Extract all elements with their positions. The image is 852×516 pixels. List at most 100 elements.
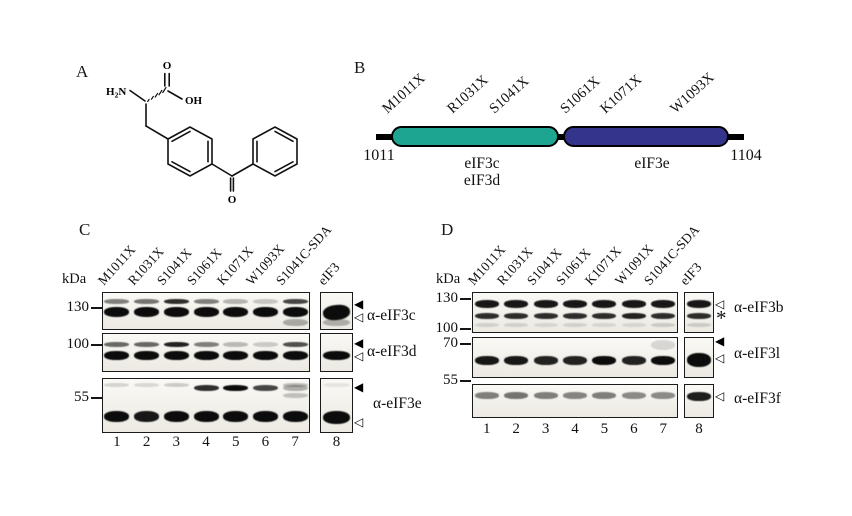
protein-band	[592, 356, 617, 365]
open-arrowhead-icon: ◁	[715, 389, 725, 403]
lane-number: 2	[512, 421, 520, 437]
protein-band	[193, 299, 219, 304]
protein-band	[474, 392, 499, 399]
protein-band	[563, 300, 587, 308]
protein-band	[687, 323, 711, 327]
protein-band	[223, 385, 249, 391]
protein-band	[282, 342, 308, 347]
protein-band	[193, 351, 219, 360]
asterisk-marker: *	[716, 306, 727, 330]
mutation-label: W1093X	[667, 69, 718, 117]
protein-band	[252, 342, 278, 347]
mutation-label: S1061X	[557, 73, 604, 117]
lane-number: 7	[659, 421, 668, 437]
protein-band	[651, 323, 676, 327]
protein-band	[252, 307, 278, 317]
protein-band	[104, 307, 130, 317]
filled-arrowhead-icon: ◀	[354, 336, 364, 350]
blot-strip-main	[472, 292, 678, 333]
protein-band	[563, 313, 587, 319]
kda-marker-tick	[91, 306, 102, 310]
protein-band	[193, 411, 219, 422]
open-arrowhead-icon: ◁	[354, 349, 364, 363]
lane-number: 8	[332, 434, 341, 450]
protein-band	[134, 383, 160, 387]
protein-band	[104, 411, 130, 422]
amine-group-label: H2N	[106, 86, 126, 100]
protein-band	[134, 299, 160, 304]
mutation-label: S1041X	[486, 73, 533, 117]
protein-band	[282, 411, 308, 422]
protein-band	[533, 356, 558, 365]
hydroxyl-label: OH	[185, 95, 203, 107]
antibody-label: α-eIF3e	[373, 395, 422, 412]
kda-marker-tick	[460, 342, 471, 346]
kda-marker-label: 55	[443, 372, 458, 388]
protein-band	[223, 342, 249, 347]
protein-backbone-line	[376, 134, 744, 140]
protein-band	[621, 323, 646, 327]
blot-strip-lane8	[684, 292, 714, 333]
protein-band	[533, 300, 558, 308]
protein-band	[282, 351, 308, 360]
protein-band	[621, 313, 646, 319]
bpa-chemical-structure: H2N O OH O	[106, 60, 298, 206]
lane-label: eIF3	[676, 259, 705, 288]
protein-band	[252, 351, 278, 360]
protein-band	[193, 342, 219, 347]
protein-band	[533, 392, 558, 399]
protein-band	[104, 383, 130, 387]
protein-band	[592, 300, 617, 308]
protein-band	[504, 356, 529, 365]
protein-band	[193, 307, 219, 317]
protein-band	[282, 383, 308, 387]
open-arrowhead-icon: ◁	[354, 415, 364, 429]
protein-band	[651, 392, 676, 399]
ketone-oxygen-label: O	[228, 194, 237, 206]
protein-band	[533, 313, 558, 319]
kda-marker-tick	[91, 396, 102, 400]
protein-band	[651, 313, 676, 319]
protein-band	[651, 300, 676, 308]
protein-band	[104, 299, 130, 304]
protein-band	[104, 351, 130, 360]
protein-band	[223, 299, 249, 304]
antibody-label: α-eIF3l	[734, 345, 781, 362]
panel-b-label: B	[354, 58, 366, 77]
kda-marker-label: 130	[66, 299, 90, 315]
protein-band	[223, 351, 249, 360]
lane-number: 1	[113, 434, 121, 450]
lane-number: 4	[202, 434, 210, 450]
panel-c-label: C	[79, 220, 91, 239]
panel-d-label: D	[441, 220, 454, 239]
lane-number: 8	[695, 421, 703, 437]
lane-number: 6	[630, 421, 638, 437]
kda-marker-label: 55	[74, 389, 89, 405]
protein-band	[223, 307, 249, 317]
antibody-label: α-eIF3f	[734, 390, 781, 407]
protein-band	[687, 300, 711, 308]
mutation-label: R1031X	[444, 72, 492, 117]
domain2-label: eIF3e	[634, 155, 670, 172]
protein-band	[474, 300, 499, 308]
protein-band	[163, 351, 189, 360]
protein-band	[163, 307, 189, 317]
lane-number: 5	[600, 421, 609, 437]
kda-marker-label: 130	[435, 290, 459, 306]
mutation-label: M1011X	[379, 70, 429, 117]
protein-band	[687, 353, 711, 367]
protein-band	[282, 393, 308, 398]
protein-band	[621, 300, 646, 308]
kda-marker-tick	[460, 327, 471, 331]
blot-strip-main	[472, 384, 678, 418]
protein-band	[533, 323, 558, 327]
protein-band	[651, 356, 676, 365]
protein-band	[323, 411, 350, 424]
lane-number: 3	[541, 421, 550, 437]
domain1-label-line1: eIF3c	[464, 155, 500, 172]
protein-band	[563, 392, 587, 399]
kda-marker-tick	[460, 379, 471, 383]
protein-band	[474, 313, 499, 319]
protein-band	[323, 383, 350, 387]
